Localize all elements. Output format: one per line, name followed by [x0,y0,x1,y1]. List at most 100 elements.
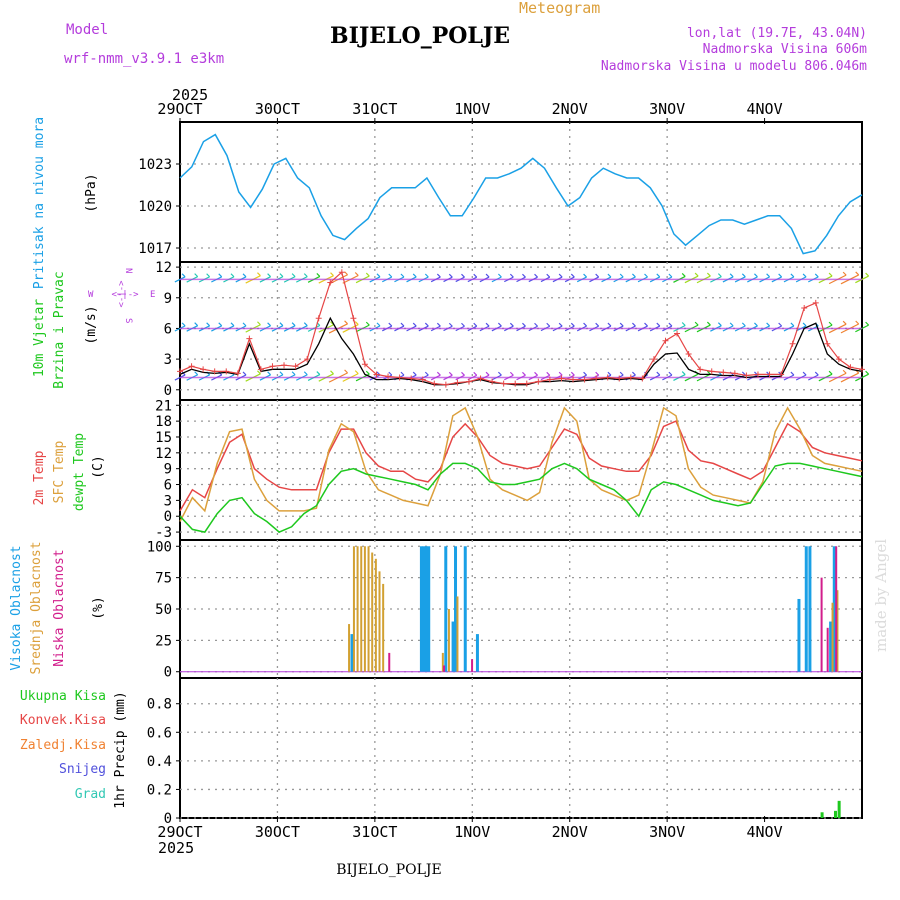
wind-barb-head [741,273,746,278]
panel-frame-precip [179,677,863,819]
cloud-bar-mid [836,590,839,672]
ytick-label-cloud: 50 [155,602,172,618]
wind-barb-head [814,371,819,376]
wind-barb-head [546,371,551,376]
meteogram-title: Meteogram [519,0,600,17]
station-title: BIJELO_POLJE [330,23,510,49]
wind-barb-head [344,369,348,374]
wind-gust-line-marker [200,366,207,373]
wind-barb-head [706,370,711,375]
wind-gust-line-marker [338,269,345,276]
cloud-bar-high [804,546,808,672]
wind-gust-line-marker [373,371,380,378]
wind-gust-line-marker [223,368,230,375]
model-name: wrf-nmm_v3.9.1 e3km [64,51,224,67]
wind-barb-head [330,370,334,375]
time-label-top: 1NOV [454,100,490,118]
wind-barb-head [497,322,502,327]
cloud-bar-low [443,665,446,672]
precip-legend-grad: Grad [75,787,106,802]
wind-barb-head [400,273,405,278]
ytick-label-pressure: 1017 [138,241,172,257]
cloud-bar-mid [371,552,374,672]
precip-legend-ice: Zaledj.Kisa [20,738,106,753]
wind-barb-head [242,322,247,327]
compass-ns: N [123,268,133,273]
precip-bar [820,812,824,818]
wind-gust-line-marker [708,368,715,375]
ytick-label-precip: 0.8 [147,697,172,713]
wind-gust-line-marker [835,356,842,363]
wind-barb-head [279,322,284,327]
wind-gust-line-marker [246,335,253,342]
wind-gust-line-marker [570,376,577,383]
wind-barb-head [448,371,453,376]
wind-barb-head [619,273,624,278]
wind-barb-head [344,271,348,276]
wind-gust-line-marker [743,372,750,379]
time-label-top: 2NOV [552,100,588,118]
wind-gust-line-marker [523,380,530,387]
cloud-ylabel-3: Niska Oblacnost [52,549,67,666]
temp-ylabel-2: SFC Temp [52,441,67,504]
wind-barb-head [365,272,370,277]
cloud-ylabel-1: Visoka Oblacnost [9,545,24,670]
pressure-unit: (hPa) [84,173,99,212]
wind-barb-head [534,322,538,327]
wind-gust-line-marker [801,305,808,311]
time-label-bottom: 29OCT [157,823,202,841]
cloud-bar-high [424,546,428,672]
wind-barb-head [354,272,359,276]
wind-barb-head [607,273,612,278]
time-label-top: 3NOV [649,100,685,118]
wind-barb-head [365,370,370,375]
wind-gust-line-marker [650,356,657,363]
cloud-bar-mid [352,546,355,672]
wind-barb-head [855,271,860,276]
wind-gust-line-marker [177,368,183,375]
altitude-label: Nadmorska Visina 606m [703,42,868,57]
wind-barb-head [865,370,870,375]
wind-barb-head [218,273,223,278]
wind-barb-head [644,371,648,376]
cloud-bar-high [422,546,426,672]
wind-barb-head [814,273,819,278]
wind-barb-head [388,273,393,278]
wind-gust-line-marker [639,375,646,382]
wind-ylabel-1: 10m Vjetar [32,299,47,377]
wind-barb-head [522,273,526,278]
wind-barb-head [632,322,636,327]
wind-barb-head [461,273,465,278]
wind-barb-head [865,321,870,326]
wind-barb-head [257,321,261,326]
wind-gust-line-marker [361,361,368,368]
compass-w: W [88,290,94,300]
wind-barb-head [706,321,711,326]
ytick-label-wind: 3 [164,352,172,368]
wind-barb-head [376,273,381,278]
panel-frame-pressure [179,121,863,263]
time-label-top: 4NOV [747,100,783,118]
wind-barb-head [448,322,453,327]
temp-ylabel-1: 2m Temp [32,450,47,505]
ytick-label-precip: 0.4 [147,754,172,770]
wind-barb-head [668,273,673,278]
wind-barb-head [583,273,587,278]
cloud-bar-mid [367,546,370,672]
cloud-bar-high [832,546,836,672]
wind-barb-head [365,321,370,326]
wind-barb-head [436,371,441,376]
cloud-bar-mid [447,609,450,672]
cloud-bar-mid [348,624,351,672]
wind-gust-line-marker [396,374,403,381]
wind-barb-head [607,322,612,327]
wind-barb-head [424,322,429,327]
wind-barb-head [412,273,417,278]
wind-gust-line-marker [477,375,484,382]
wind-barb-head [790,322,795,327]
ytick-label-temperature: 0 [164,509,172,525]
wind-barb-head [497,371,502,376]
compass-e: E [150,290,155,300]
ytick-label-wind: 0 [164,383,172,399]
wind-barb-head [717,322,722,327]
